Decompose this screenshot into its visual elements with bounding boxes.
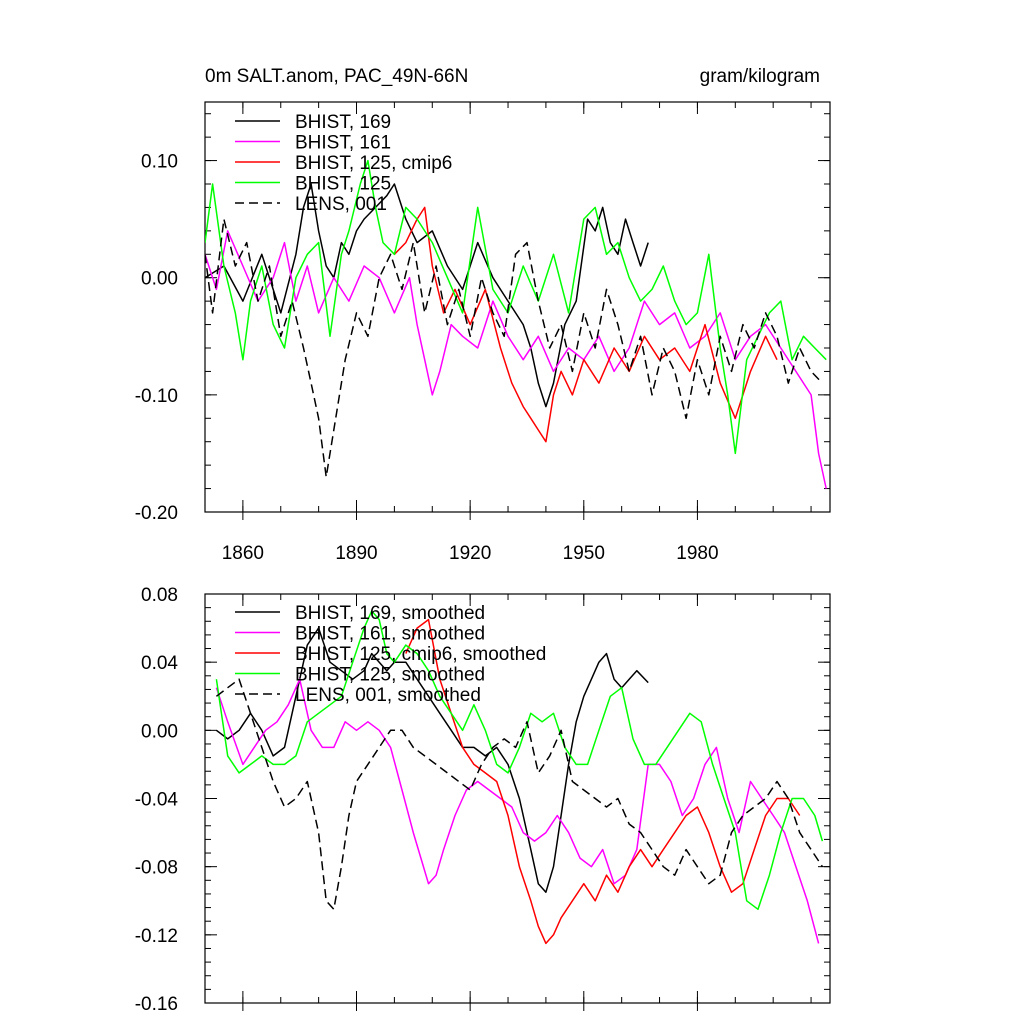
series-line <box>205 183 649 408</box>
legend-label: BHIST, 125, cmip6, smoothed <box>295 644 546 665</box>
legend-label: BHIST, 125, cmip6 <box>295 153 452 174</box>
legend-label: BHIST, 161, smoothed <box>295 624 485 645</box>
y-tick-label: 0.04 <box>141 653 178 674</box>
top-panel: 0m SALT.anom, PAC_49N-66N gram/kilogram … <box>135 66 831 564</box>
y-tick-label: -0.08 <box>135 858 178 879</box>
x-tick-label: 1890 <box>335 543 377 564</box>
x-tick-label: 1950 <box>563 543 605 564</box>
legend-label: BHIST, 125 <box>295 174 391 195</box>
series-line <box>205 218 823 478</box>
y-tick-label: -0.20 <box>135 503 178 524</box>
series-group <box>215 610 824 945</box>
y-tick-label: -0.10 <box>135 386 178 407</box>
legend-label: BHIST, 161 <box>295 133 391 154</box>
y-tick-label: -0.12 <box>135 926 178 947</box>
plot-frame <box>204 101 831 513</box>
legend-label: BHIST, 169 <box>295 112 391 133</box>
series-line <box>205 230 827 489</box>
series-line <box>393 206 778 443</box>
series-line <box>405 618 801 945</box>
legend-label: BHIST, 169, smoothed <box>295 603 485 624</box>
title-right: gram/kilogram <box>700 66 820 87</box>
bottom-panel: 0.08 0.04 0.00 -0.04 -0.08 -0.12 -0.16 BHIST, 1… <box>135 585 831 1015</box>
series-line <box>215 610 824 911</box>
x-tick-label: 1920 <box>449 543 491 564</box>
legend-label: LENS, 001, smoothed <box>295 685 481 706</box>
y-tick-label: 0.00 <box>141 269 178 290</box>
y-tick-label: -0.04 <box>135 790 179 811</box>
title-left: 0m SALT.anom, PAC_49N-66N <box>205 66 468 87</box>
y-tick-label: 0.10 <box>141 152 178 173</box>
series-line <box>215 678 820 944</box>
legend-label: LENS, 001 <box>295 194 387 215</box>
x-tick-label: 1980 <box>676 543 718 564</box>
x-tick-label: 1860 <box>222 543 264 564</box>
y-tick-label: 0.08 <box>141 585 178 606</box>
y-tick-label: 0.00 <box>141 721 178 742</box>
legend-label: BHIST, 125, smoothed <box>295 665 485 686</box>
series-group <box>205 159 827 489</box>
y-tick-label: -0.16 <box>135 994 178 1015</box>
